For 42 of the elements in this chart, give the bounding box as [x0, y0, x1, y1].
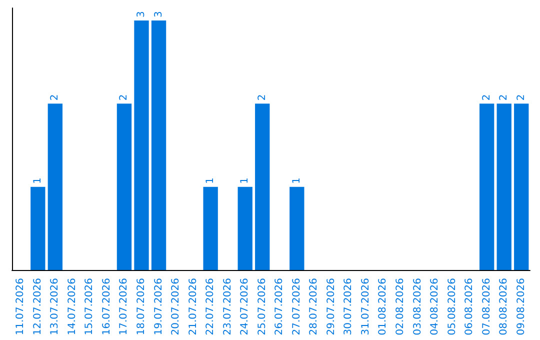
data-label: 1 — [205, 177, 216, 184]
data-label: 2 — [118, 94, 130, 101]
data-label: 2 — [256, 94, 268, 101]
x-tick-label: 22.07.2026 — [205, 278, 216, 336]
x-tick-label: 07.08.2026 — [481, 278, 492, 336]
x-tick-label: 06.08.2026 — [464, 278, 476, 336]
x-tick-label: 08.08.2026 — [498, 278, 510, 336]
data-label: 1 — [291, 177, 302, 184]
x-tick-label: 24.07.2026 — [240, 278, 251, 336]
x-tick-label: 29.07.2026 — [326, 278, 337, 336]
x-tick-label: 01.08.2026 — [378, 278, 389, 336]
data-label: 1 — [32, 177, 44, 184]
x-tick-label: 30.07.2026 — [343, 278, 354, 336]
data-label: 2 — [516, 94, 527, 101]
x-tick-label: 23.07.2026 — [222, 278, 234, 336]
x-tick-label: 25.07.2026 — [256, 278, 268, 336]
x-tick-label: 31.07.2026 — [360, 278, 372, 336]
x-tick-label: 02.08.2026 — [395, 278, 406, 336]
x-tick-label: 17.07.2026 — [118, 278, 130, 336]
x-tick-label: 18.07.2026 — [136, 278, 147, 336]
x-tick-label: 28.07.2026 — [308, 278, 320, 336]
data-label: 3 — [136, 11, 147, 18]
x-tick-label: 09.08.2026 — [516, 278, 527, 336]
x-tick-label: 19.07.2026 — [153, 278, 164, 336]
x-tick-label: 03.08.2026 — [412, 278, 424, 336]
data-label: 2 — [498, 94, 510, 101]
x-tick-label: 15.07.2026 — [84, 278, 96, 336]
x-tick-label: 26.07.2026 — [274, 278, 286, 336]
data-label: 3 — [153, 11, 164, 18]
x-tick-label: 14.07.2026 — [66, 278, 78, 336]
x-tick-label: 27.07.2026 — [291, 278, 302, 336]
data-label: 2 — [481, 94, 492, 101]
x-tick-label: 21.07.2026 — [188, 278, 199, 336]
x-tick-label: 12.07.2026 — [32, 278, 44, 336]
x-tick-label: 13.07.2026 — [50, 278, 61, 336]
data-label: 2 — [50, 94, 61, 101]
x-tick-label: 11.07.2026 — [15, 278, 26, 336]
x-tick-label: 20.07.2026 — [170, 278, 182, 336]
data-label: 1 — [240, 177, 251, 184]
x-tick-label: 16.07.2026 — [101, 278, 112, 336]
x-tick-label: 05.08.2026 — [446, 278, 458, 336]
x-tick-label: 04.08.2026 — [430, 278, 441, 336]
